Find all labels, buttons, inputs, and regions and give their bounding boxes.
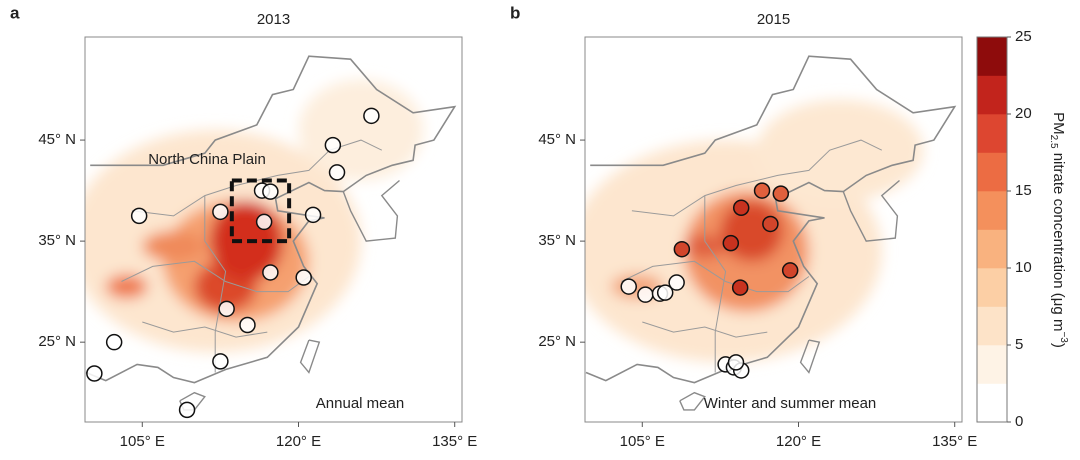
- country-border: [585, 55, 957, 384]
- colorbar-label-part: ): [1050, 343, 1067, 348]
- colorbar-label: PM2.5 nitrate concentration (μg m−3): [1048, 112, 1069, 348]
- concentration-field: [85, 79, 424, 353]
- site-marker: [656, 284, 674, 301]
- colorbar-tick-label: 10: [1015, 259, 1032, 276]
- colorbar-tick-label: 15: [1015, 182, 1032, 199]
- site-marker: [86, 365, 103, 382]
- site-marker: [295, 269, 312, 286]
- site-marker: [105, 333, 123, 351]
- y-tick-label: 35° N: [38, 232, 76, 249]
- map-panel: [585, 55, 957, 411]
- island-border: [799, 339, 821, 374]
- concentration-patch: [298, 79, 424, 181]
- x-tick-label: 120° E: [776, 433, 821, 450]
- colorbar-band: [977, 152, 1007, 192]
- x-tick-label: 135° E: [932, 433, 977, 450]
- panel-annotation: Annual mean: [316, 395, 404, 412]
- coast-line: [342, 179, 400, 242]
- colorbar-frame: [976, 36, 1008, 423]
- site-marker: [727, 354, 745, 371]
- site-marker: [722, 234, 740, 252]
- map-panel: [85, 55, 457, 411]
- site-marker: [620, 278, 637, 295]
- site-marker: [324, 136, 342, 154]
- site-marker: [262, 183, 279, 200]
- y-tick-label: 45° N: [38, 131, 76, 148]
- panel-label: a: [10, 3, 20, 22]
- colorbar-band: [977, 191, 1007, 230]
- colorbar-tick-label: 5: [1015, 336, 1023, 353]
- x-tick-label: 135° E: [432, 433, 477, 450]
- colorbar-label-part: PM: [1050, 112, 1067, 135]
- panel-label: b: [510, 3, 520, 22]
- colorbar-label-part: −3: [1058, 331, 1069, 343]
- site-marker: [239, 316, 256, 334]
- plot-frame: [584, 36, 963, 423]
- country-border: [85, 55, 457, 384]
- y-tick-label: 35° N: [538, 232, 576, 249]
- concentration-patch: [683, 234, 726, 259]
- province-border: [642, 321, 768, 338]
- site-marker: [130, 207, 148, 225]
- region-label: North China Plain: [148, 151, 266, 168]
- site-marker: [781, 262, 799, 279]
- colorbar-band: [977, 37, 1007, 76]
- panel-title: 2015: [757, 11, 790, 28]
- site-marker: [212, 353, 229, 370]
- site-marker: [304, 206, 322, 224]
- concentration-patch: [142, 231, 205, 262]
- province-border: [704, 195, 727, 373]
- site-marker: [328, 164, 346, 181]
- site-marker: [218, 300, 235, 318]
- site-marker: [762, 215, 779, 233]
- site-marker: [255, 213, 273, 231]
- site-marker: [753, 182, 771, 199]
- site-marker: [212, 203, 229, 221]
- colorbar-band: [977, 114, 1007, 153]
- x-tick-label: 105° E: [620, 433, 665, 450]
- colorbar-band: [977, 306, 1007, 346]
- province-border: [131, 139, 383, 217]
- x-tick-label: 105° E: [120, 433, 165, 450]
- colorbar-tick-label: 25: [1015, 28, 1032, 45]
- colorbar-band: [977, 75, 1007, 115]
- panel-title: 2013: [257, 11, 290, 28]
- island-border: [679, 391, 706, 411]
- province-border: [631, 139, 883, 217]
- province-border: [204, 195, 227, 373]
- colorbar-tick-label: 0: [1015, 413, 1023, 430]
- site-marker: [731, 279, 749, 296]
- site-marker: [772, 185, 790, 202]
- province-border: [621, 260, 810, 293]
- y-tick-label: 25° N: [38, 333, 76, 350]
- province-border: [121, 260, 310, 293]
- site-marker: [262, 264, 279, 281]
- x-tick-label: 120° E: [276, 433, 321, 450]
- site-marker: [673, 240, 691, 258]
- site-marker: [363, 107, 380, 125]
- coast-line: [842, 179, 900, 242]
- plot-frame: [84, 36, 463, 423]
- province-border: [142, 321, 268, 338]
- site-marker: [178, 401, 196, 419]
- site-marker: [732, 199, 750, 217]
- y-tick-label: 45° N: [538, 131, 576, 148]
- colorbar-label-part: nitrate concentration (μg m: [1050, 149, 1067, 332]
- site-marker: [668, 274, 685, 291]
- concentration-patch: [105, 274, 148, 299]
- concentration-field: [585, 99, 924, 363]
- colorbar-band: [977, 268, 1007, 307]
- colorbar-label-part: 2.5: [1048, 135, 1059, 149]
- colorbar-band: [977, 229, 1007, 269]
- concentration-patch: [756, 99, 924, 201]
- colorbar-band: [977, 383, 1007, 423]
- colorbar-tick-label: 20: [1015, 105, 1032, 122]
- colorbar-band: [977, 345, 1007, 384]
- island-border: [299, 339, 321, 374]
- panel-annotation: Winter and summer mean: [704, 395, 877, 412]
- site-marker: [637, 286, 654, 303]
- y-tick-label: 25° N: [538, 333, 576, 350]
